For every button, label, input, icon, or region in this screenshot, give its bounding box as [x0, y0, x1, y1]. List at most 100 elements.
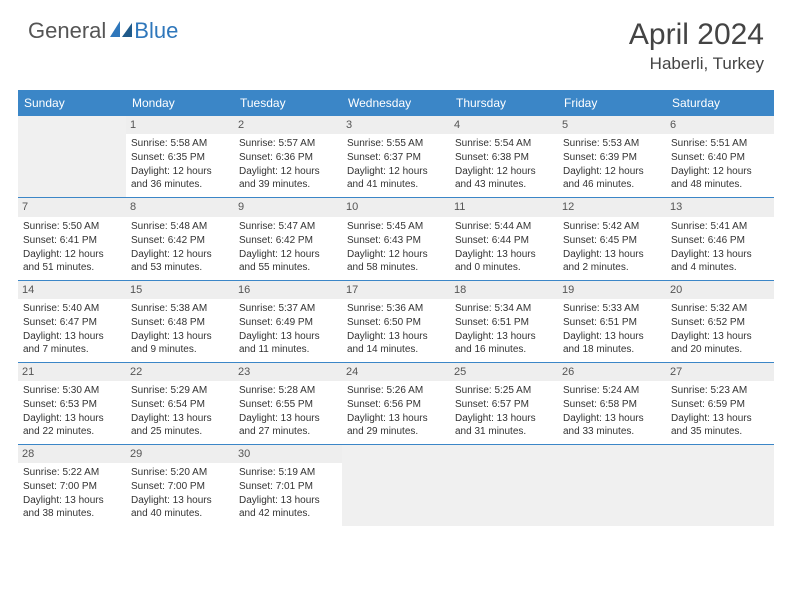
- sunrise-line: Sunrise: 5:42 AM: [563, 220, 661, 233]
- day-number: 18: [450, 281, 558, 299]
- sunset-line: Sunset: 6:40 PM: [671, 151, 769, 164]
- sunset-line: Sunset: 6:39 PM: [563, 151, 661, 164]
- sunrise-line: Sunrise: 5:45 AM: [347, 220, 445, 233]
- sunset-line: Sunset: 6:35 PM: [131, 151, 229, 164]
- day-number: 20: [666, 281, 774, 299]
- sunrise-line: Sunrise: 5:54 AM: [455, 137, 553, 150]
- sunrise-line: Sunrise: 5:41 AM: [671, 220, 769, 233]
- title-block: April 2024 Haberli, Turkey: [629, 18, 764, 74]
- daylight-line: Daylight: 12 hours and 51 minutes.: [23, 248, 121, 274]
- location: Haberli, Turkey: [629, 54, 764, 74]
- day-number: 6: [666, 116, 774, 134]
- day-cell: 23Sunrise: 5:28 AMSunset: 6:55 PMDayligh…: [234, 363, 342, 444]
- sunrise-line: Sunrise: 5:32 AM: [671, 302, 769, 315]
- daylight-line: Daylight: 13 hours and 20 minutes.: [671, 330, 769, 356]
- daylight-line: Daylight: 12 hours and 39 minutes.: [239, 165, 337, 191]
- daylight-line: Daylight: 12 hours and 55 minutes.: [239, 248, 337, 274]
- day-cell: 14Sunrise: 5:40 AMSunset: 6:47 PMDayligh…: [18, 281, 126, 362]
- sunrise-line: Sunrise: 5:19 AM: [239, 466, 337, 479]
- day-number: 30: [234, 445, 342, 463]
- sunrise-line: Sunrise: 5:57 AM: [239, 137, 337, 150]
- day-cell: 7Sunrise: 5:50 AMSunset: 6:41 PMDaylight…: [18, 198, 126, 279]
- sunrise-line: Sunrise: 5:40 AM: [23, 302, 121, 315]
- sunset-line: Sunset: 6:38 PM: [455, 151, 553, 164]
- day-cell: 9Sunrise: 5:47 AMSunset: 6:42 PMDaylight…: [234, 198, 342, 279]
- sunset-line: Sunset: 6:51 PM: [563, 316, 661, 329]
- sunset-line: Sunset: 6:50 PM: [347, 316, 445, 329]
- day-cell: 5Sunrise: 5:53 AMSunset: 6:39 PMDaylight…: [558, 116, 666, 197]
- sunrise-line: Sunrise: 5:26 AM: [347, 384, 445, 397]
- week-row: 14Sunrise: 5:40 AMSunset: 6:47 PMDayligh…: [18, 281, 774, 363]
- dayhead: Friday: [558, 90, 666, 116]
- sunset-line: Sunset: 6:46 PM: [671, 234, 769, 247]
- daylight-line: Daylight: 13 hours and 22 minutes.: [23, 412, 121, 438]
- daylight-line: Daylight: 12 hours and 48 minutes.: [671, 165, 769, 191]
- empty-cell: [342, 445, 450, 526]
- sunset-line: Sunset: 6:37 PM: [347, 151, 445, 164]
- day-number: 26: [558, 363, 666, 381]
- empty-cell: [450, 445, 558, 526]
- sunset-line: Sunset: 6:45 PM: [563, 234, 661, 247]
- sunset-line: Sunset: 7:00 PM: [131, 480, 229, 493]
- daylight-line: Daylight: 13 hours and 27 minutes.: [239, 412, 337, 438]
- sunrise-line: Sunrise: 5:36 AM: [347, 302, 445, 315]
- week-row: 7Sunrise: 5:50 AMSunset: 6:41 PMDaylight…: [18, 198, 774, 280]
- day-cell: 3Sunrise: 5:55 AMSunset: 6:37 PMDaylight…: [342, 116, 450, 197]
- sunrise-line: Sunrise: 5:38 AM: [131, 302, 229, 315]
- day-cell: 13Sunrise: 5:41 AMSunset: 6:46 PMDayligh…: [666, 198, 774, 279]
- sunset-line: Sunset: 6:54 PM: [131, 398, 229, 411]
- day-number: 28: [18, 445, 126, 463]
- sunset-line: Sunset: 6:58 PM: [563, 398, 661, 411]
- sunrise-line: Sunrise: 5:29 AM: [131, 384, 229, 397]
- day-number: 12: [558, 198, 666, 216]
- day-number: 2: [234, 116, 342, 134]
- day-cell: 11Sunrise: 5:44 AMSunset: 6:44 PMDayligh…: [450, 198, 558, 279]
- dayhead: Wednesday: [342, 90, 450, 116]
- daylight-line: Daylight: 13 hours and 25 minutes.: [131, 412, 229, 438]
- sunset-line: Sunset: 6:43 PM: [347, 234, 445, 247]
- day-number: 7: [18, 198, 126, 216]
- sunset-line: Sunset: 7:01 PM: [239, 480, 337, 493]
- sunset-line: Sunset: 6:42 PM: [239, 234, 337, 247]
- sunset-line: Sunset: 6:48 PM: [131, 316, 229, 329]
- day-cell: 8Sunrise: 5:48 AMSunset: 6:42 PMDaylight…: [126, 198, 234, 279]
- calendar: SundayMondayTuesdayWednesdayThursdayFrid…: [18, 90, 774, 526]
- sunrise-line: Sunrise: 5:20 AM: [131, 466, 229, 479]
- sunrise-line: Sunrise: 5:23 AM: [671, 384, 769, 397]
- day-cell: 16Sunrise: 5:37 AMSunset: 6:49 PMDayligh…: [234, 281, 342, 362]
- month-title: April 2024: [629, 18, 764, 52]
- logo-text-general: General: [28, 18, 106, 44]
- dayhead: Monday: [126, 90, 234, 116]
- day-number: 4: [450, 116, 558, 134]
- day-cell: 22Sunrise: 5:29 AMSunset: 6:54 PMDayligh…: [126, 363, 234, 444]
- empty-cell: [558, 445, 666, 526]
- daylight-line: Daylight: 13 hours and 11 minutes.: [239, 330, 337, 356]
- week-row: 28Sunrise: 5:22 AMSunset: 7:00 PMDayligh…: [18, 445, 774, 526]
- day-number: 25: [450, 363, 558, 381]
- sunrise-line: Sunrise: 5:25 AM: [455, 384, 553, 397]
- daylight-line: Daylight: 12 hours and 46 minutes.: [563, 165, 661, 191]
- daylight-line: Daylight: 12 hours and 43 minutes.: [455, 165, 553, 191]
- day-number: 9: [234, 198, 342, 216]
- day-number: 8: [126, 198, 234, 216]
- day-cell: 2Sunrise: 5:57 AMSunset: 6:36 PMDaylight…: [234, 116, 342, 197]
- daylight-line: Daylight: 13 hours and 40 minutes.: [131, 494, 229, 520]
- sunrise-line: Sunrise: 5:22 AM: [23, 466, 121, 479]
- day-number: 15: [126, 281, 234, 299]
- daylight-line: Daylight: 12 hours and 41 minutes.: [347, 165, 445, 191]
- daylight-line: Daylight: 13 hours and 35 minutes.: [671, 412, 769, 438]
- day-number: 19: [558, 281, 666, 299]
- sunrise-line: Sunrise: 5:44 AM: [455, 220, 553, 233]
- header: General Blue April 2024 Haberli, Turkey: [0, 0, 792, 82]
- sunset-line: Sunset: 7:00 PM: [23, 480, 121, 493]
- sunrise-line: Sunrise: 5:53 AM: [563, 137, 661, 150]
- dayhead-row: SundayMondayTuesdayWednesdayThursdayFrid…: [18, 90, 774, 116]
- day-cell: 20Sunrise: 5:32 AMSunset: 6:52 PMDayligh…: [666, 281, 774, 362]
- sunset-line: Sunset: 6:44 PM: [455, 234, 553, 247]
- day-cell: 26Sunrise: 5:24 AMSunset: 6:58 PMDayligh…: [558, 363, 666, 444]
- sunrise-line: Sunrise: 5:37 AM: [239, 302, 337, 315]
- sunrise-line: Sunrise: 5:55 AM: [347, 137, 445, 150]
- dayhead: Sunday: [18, 90, 126, 116]
- week-row: 21Sunrise: 5:30 AMSunset: 6:53 PMDayligh…: [18, 363, 774, 445]
- day-cell: 25Sunrise: 5:25 AMSunset: 6:57 PMDayligh…: [450, 363, 558, 444]
